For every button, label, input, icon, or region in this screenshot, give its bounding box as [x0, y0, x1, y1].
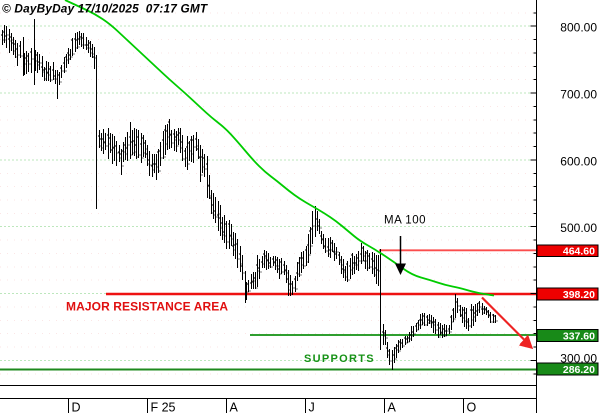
svg-text:J: J	[309, 400, 315, 413]
svg-text:D: D	[72, 400, 81, 413]
svg-text:464.60: 464.60	[563, 246, 595, 258]
svg-text:SUPPORTS: SUPPORTS	[304, 353, 375, 365]
svg-text:398.20: 398.20	[563, 289, 595, 301]
svg-text:F 25: F 25	[151, 400, 176, 413]
svg-text:© DayByDay 17/10/2025 07:17 G: © DayByDay 17/10/2025 07:17 GMT	[2, 2, 209, 16]
svg-text:300.00: 300.00	[560, 352, 597, 366]
svg-text:A: A	[388, 400, 397, 413]
svg-text:700.00: 700.00	[560, 88, 597, 102]
svg-text:O: O	[467, 400, 477, 413]
svg-text:500.00: 500.00	[560, 221, 597, 235]
svg-text:A: A	[230, 400, 239, 413]
svg-text:MAJOR RESISTANCE AREA: MAJOR RESISTANCE AREA	[66, 300, 228, 314]
svg-text:800.00: 800.00	[560, 21, 597, 35]
svg-text:600.00: 600.00	[560, 154, 597, 168]
svg-text:MA 100: MA 100	[384, 215, 426, 227]
svg-text:337.60: 337.60	[563, 330, 595, 342]
svg-text:286.20: 286.20	[563, 364, 595, 376]
